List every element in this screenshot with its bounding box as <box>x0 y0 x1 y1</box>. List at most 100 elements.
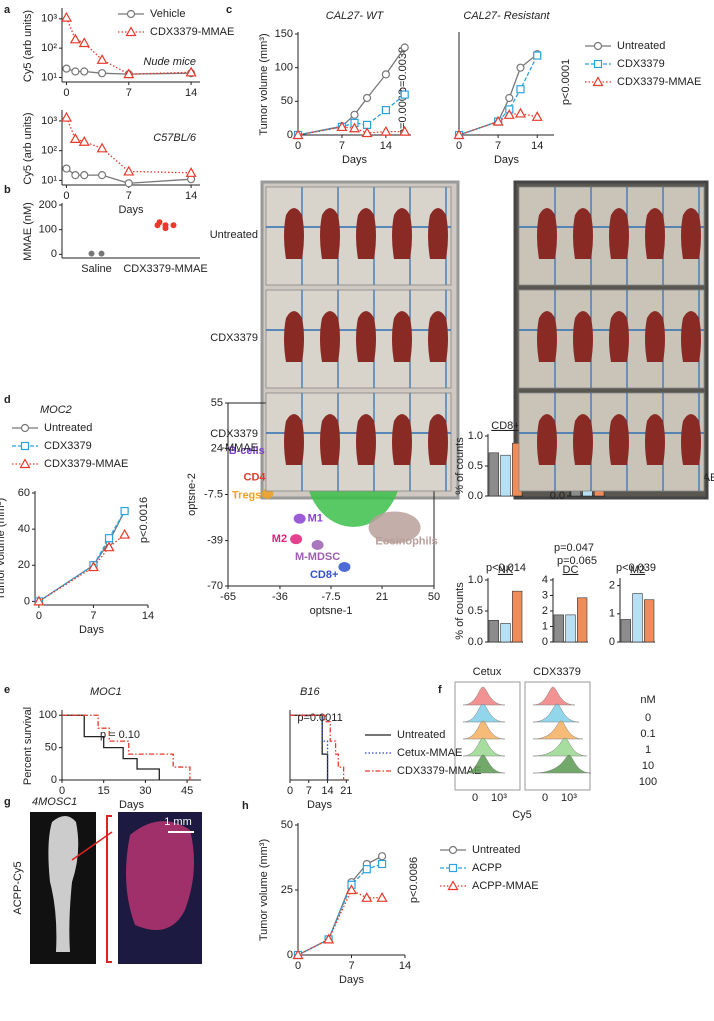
marker <box>492 115 504 126</box>
y-tick-label: 1 <box>609 608 615 620</box>
marker <box>516 63 525 72</box>
bar <box>644 599 655 643</box>
x-tick-label: 50 <box>428 591 440 603</box>
x-axis-label: Days <box>119 799 145 811</box>
legend-label: CDX3379-MMAE <box>44 458 128 470</box>
tissue-shape <box>48 816 79 952</box>
tumor <box>284 208 304 259</box>
marker <box>69 33 81 44</box>
y-axis-label: % of counts <box>454 437 466 495</box>
y-tick-label: 0.5 <box>468 460 483 472</box>
y-tick-label: 200 <box>39 199 57 211</box>
x-tick-label: 0 <box>295 140 301 152</box>
x-tick-label: 0 <box>456 140 462 152</box>
marker <box>62 64 71 73</box>
histogram <box>462 754 506 774</box>
y-axis-label: optsne-2 <box>186 473 198 516</box>
x-tick-label: 7 <box>306 785 312 797</box>
marker <box>593 59 603 69</box>
y-tick-label: 100 <box>39 709 57 721</box>
histogram <box>532 686 576 706</box>
legend-label: ACPP-MMAE <box>472 880 539 892</box>
tumor <box>681 311 701 362</box>
annotation: p<0.0016 <box>138 497 150 543</box>
y-tick-label: 3 <box>542 589 548 601</box>
tumor <box>428 208 448 259</box>
y-axis-label: Tumor volume (mm³) <box>258 839 270 941</box>
x-axis-label: optsne-1 <box>310 605 353 617</box>
y-tick-label: 1 <box>542 620 548 632</box>
x-axis-label: Days <box>79 624 105 636</box>
chart-title: NK <box>498 564 514 576</box>
x-tick-label: 0 <box>63 190 69 202</box>
legend-label: Vehicle <box>150 8 185 20</box>
marker <box>80 67 89 76</box>
tumor <box>392 414 412 465</box>
tumor <box>645 311 665 362</box>
y-axis-label: Tumor volume (mm³) <box>0 498 7 600</box>
annotation: p<0.0001 <box>560 59 572 105</box>
survival-line <box>290 714 345 780</box>
annotation: p=0.0038 <box>397 47 409 93</box>
marker <box>103 541 115 552</box>
x-tick-label: -65 <box>220 591 236 603</box>
marker <box>123 165 135 176</box>
y-tick-label: 10³ <box>41 115 57 127</box>
panel-label: b <box>4 184 11 196</box>
column-label: CDX3379 <box>533 666 581 678</box>
y-label: ACPP-Cy5 <box>12 861 24 914</box>
image-panel: 1 mm 4MOSC1 ACPP-Cy5 <box>12 796 202 964</box>
series-line <box>297 126 405 136</box>
dose-label: 0 <box>645 712 651 724</box>
bar <box>512 590 523 643</box>
marker <box>362 93 372 103</box>
y-tick-label: -7.5 <box>204 488 223 500</box>
cluster <box>293 513 306 524</box>
marker <box>503 109 515 119</box>
annotation: p=0.065 <box>557 555 597 567</box>
y-tick-label: 0 <box>287 949 293 961</box>
marker <box>399 125 411 136</box>
connector <box>71 831 113 861</box>
marker <box>33 595 45 606</box>
annotation: Nude mice <box>143 56 196 68</box>
legend-label: CDX3379-MMAE <box>617 76 701 88</box>
tumor <box>392 311 412 362</box>
histogram <box>532 720 584 740</box>
cluster-label: CD8+ <box>310 569 338 581</box>
y-tick-label: 50 <box>45 742 57 754</box>
panel-label: a <box>4 4 11 16</box>
cluster-label: M2 <box>272 533 287 545</box>
marker <box>400 43 409 52</box>
series-line <box>38 510 126 602</box>
marker <box>20 441 30 451</box>
dose-label: 100 <box>639 776 657 788</box>
y-tick-label: 20 <box>18 559 30 571</box>
x-tick-label: 7 <box>126 190 132 202</box>
chart-title: MOC2 <box>40 404 72 416</box>
marker <box>78 136 90 146</box>
x-tick-label: 10³ <box>491 792 507 804</box>
bar <box>500 623 511 643</box>
unit-label: nM <box>640 694 655 706</box>
marker <box>292 129 304 140</box>
survival-line <box>62 714 191 780</box>
y-axis-label: MMAE (nM) <box>22 202 34 261</box>
marker <box>348 122 361 133</box>
y-tick-label: 10¹ <box>41 174 57 186</box>
series-line <box>65 17 192 75</box>
y-axis-label: Cy5 (arb units) <box>22 10 34 82</box>
marker <box>336 121 348 132</box>
y-tick-label: -70 <box>207 580 223 592</box>
marker <box>531 111 543 121</box>
tumor <box>645 208 665 259</box>
x-tick-label: 14 <box>142 610 154 622</box>
marker <box>62 164 71 173</box>
chart-title: CAL27- WT <box>326 10 385 22</box>
row-label: CDX3379 <box>210 332 258 344</box>
y-tick-label: 50 <box>281 819 293 831</box>
tumor <box>537 414 557 465</box>
marker <box>60 11 72 22</box>
x-tick-label: 21 <box>376 591 388 603</box>
